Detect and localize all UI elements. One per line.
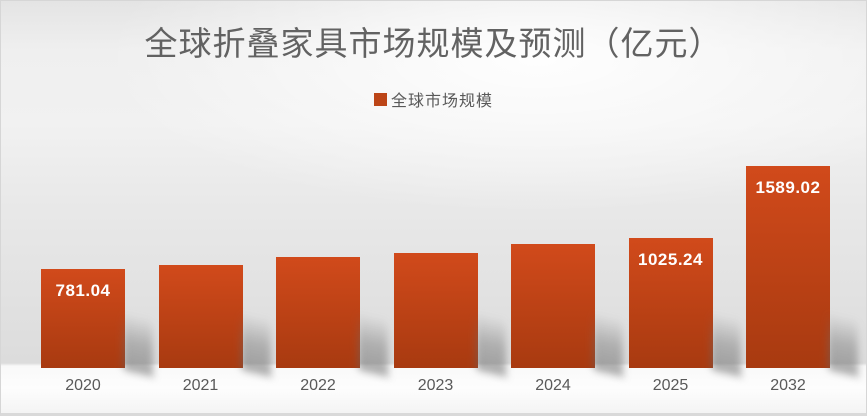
- plot-area: 781.04 1025.24 1589.02: [41, 161, 830, 368]
- x-tick-2024: 2024: [535, 377, 571, 394]
- x-tick-2020: 2020: [65, 377, 101, 394]
- x-axis: 2020 2021 2022 2023 2024 2025 2032: [41, 377, 830, 395]
- x-tick-2025: 2025: [652, 377, 689, 394]
- data-label-2020: 781.04: [55, 281, 111, 300]
- bar-column-2022: [276, 257, 360, 368]
- bar-column-2024: [511, 244, 595, 368]
- legend-label: 全球市场规模: [390, 93, 493, 110]
- x-tick-2021: 2021: [182, 377, 219, 394]
- data-label-2025: 1025.24: [638, 250, 703, 269]
- bar-2025: 1025.24: [628, 238, 713, 368]
- bar-2023: [393, 253, 478, 368]
- data-label-2032: 1589.02: [755, 178, 821, 197]
- x-tick-2023: 2023: [417, 377, 454, 394]
- bar-column-2032: 1589.02: [746, 166, 830, 368]
- legend-swatch-icon: [373, 92, 387, 106]
- bar-2020: 781.04: [41, 269, 125, 368]
- bar-2032: 1589.02: [746, 166, 830, 368]
- legend: 全球市场规模: [1, 87, 866, 111]
- x-tick-2032: 2032: [770, 377, 806, 394]
- bar-column-2025: 1025.24: [628, 238, 713, 368]
- bar-2022: [276, 257, 360, 368]
- bar-column-2020: 781.04: [41, 269, 125, 368]
- bar-column-2023: [393, 253, 478, 368]
- bar-2024: [511, 244, 595, 368]
- chart-title: 全球折叠家具市场规模及预测（亿元）: [144, 27, 723, 63]
- bar-column-2021: [158, 265, 243, 368]
- bar-2021: [158, 265, 243, 368]
- x-tick-2022: 2022: [300, 377, 336, 394]
